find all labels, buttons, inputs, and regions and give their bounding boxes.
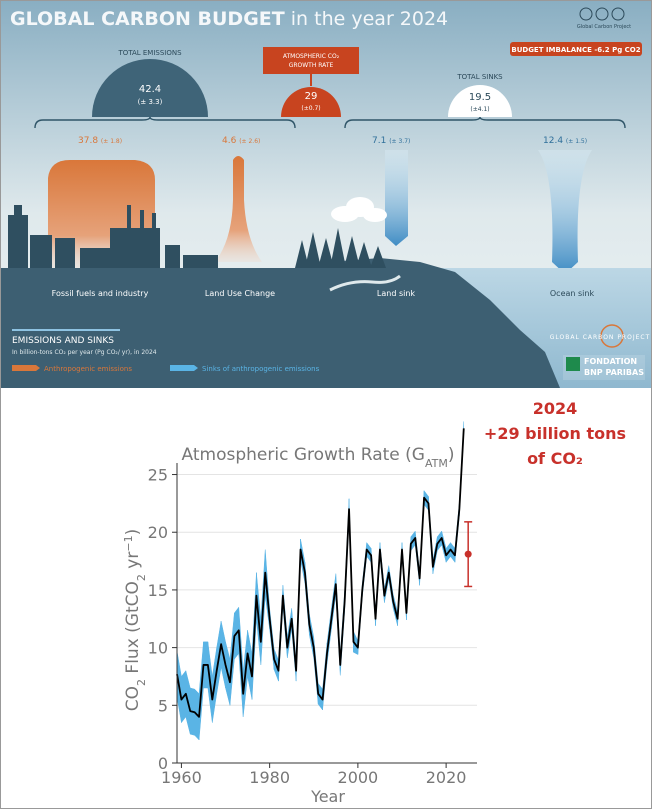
total-emissions-label: TOTAL EMISSIONS	[117, 49, 182, 57]
river	[329, 274, 401, 292]
total-emissions-value: 42.4	[139, 84, 161, 95]
cloud	[331, 197, 387, 222]
title-part: Atmospheric Growth Rate (G	[182, 445, 425, 465]
x-tick-label: 1980	[249, 768, 290, 787]
y-tick-label: 10	[148, 639, 168, 658]
uncertainty: (± 1.5)	[566, 138, 587, 145]
ocean-sink-arrow	[538, 150, 592, 274]
gcp-logo	[600, 324, 624, 348]
label-part: Flux (GtCO	[123, 581, 143, 679]
projection-point	[464, 550, 472, 558]
total-emissions-dome	[92, 59, 208, 117]
brackets	[34, 116, 626, 129]
x-tick-label: 2000	[338, 768, 379, 787]
growth-rate-box	[263, 47, 359, 74]
annotation: of CO₂	[527, 449, 583, 468]
label-part: CO	[123, 686, 143, 711]
land	[0, 258, 560, 388]
flux-value: 4.6 (± 2.6)	[222, 136, 260, 146]
x-axis-label: Year	[310, 787, 345, 806]
value: 12.4	[543, 136, 563, 146]
y-tick-label: 25	[148, 466, 168, 485]
total-emissions-uncertainty: (± 3.3)	[138, 98, 163, 106]
label-sup: −1	[122, 535, 135, 551]
title: GLOBAL CARBON BUDGET in the year 2024	[10, 8, 448, 30]
x-tick-label: 1960	[161, 768, 202, 787]
x-tick-label: 2020	[426, 768, 467, 787]
land-use-plume	[215, 156, 262, 262]
flux-label: Land Use Change	[205, 289, 275, 298]
annotation: 2024	[533, 399, 578, 418]
legend-emissions: Anthropogenic emissions	[44, 365, 132, 373]
forest	[295, 228, 386, 268]
infographic: GLOBAL CARBON BUDGET in the year 2024 Gl…	[0, 0, 652, 388]
growth-rate-dome	[281, 87, 341, 117]
value: 7.1	[372, 136, 386, 146]
land-sink-arrow	[385, 150, 408, 246]
flux-label: Ocean sink	[550, 289, 595, 298]
value: 4.6	[222, 136, 237, 146]
bnp-logo	[566, 357, 580, 371]
total-sinks-dome	[448, 85, 512, 117]
uncertainty: (± 2.6)	[239, 138, 260, 145]
imbalance-box	[510, 42, 642, 56]
flux-label: Land sink	[377, 289, 416, 298]
bnp-name: BNP PARIBAS	[584, 368, 644, 377]
y-tick-label: 15	[148, 581, 168, 600]
bnp-fondation: FONDATION	[584, 357, 637, 366]
series-line	[176, 428, 465, 718]
label-sub: 2	[135, 574, 148, 581]
chart: Atmospheric Growth Rate (GATM) CO2 Flux …	[122, 399, 627, 806]
legend-sinks: Sinks of anthropogenic emissions	[202, 365, 320, 373]
license-icons	[579, 7, 625, 21]
title-bold: GLOBAL CARBON BUDGET	[10, 8, 285, 30]
y-tick-label: 20	[148, 523, 168, 542]
chart-title: Atmospheric Growth Rate (GATM)	[182, 445, 455, 470]
flux-label: Fossil fuels and industry	[52, 289, 149, 298]
value: 37.8	[78, 136, 98, 146]
y-tick-label: 5	[158, 696, 168, 715]
total-sinks-value: 19.5	[469, 92, 491, 103]
credit: Global Carbon Project	[577, 24, 631, 30]
growth-rate-label: ATMOSPHERIC CO₂	[283, 53, 340, 60]
uncertainty: (± 3.7)	[389, 138, 410, 145]
label-part: )	[123, 529, 143, 536]
legend-subtitle: In billion-tons CO₂ per year (Pg CO₂/ yr…	[12, 349, 157, 356]
y-axis-label: CO2 Flux (GtCO2 yr−1)	[122, 529, 148, 711]
flux-value: 37.8 (± 1.8)	[78, 136, 122, 146]
label-part: yr	[123, 552, 143, 574]
gcp-text: GLOBAL CARBON PROJECT	[550, 334, 651, 341]
title-rest: in the year 2024	[291, 8, 448, 30]
budget-imbalance: BUDGET IMBALANCE -6.2 Pg CO2	[511, 46, 640, 54]
uncertainty: (± 1.8)	[101, 138, 122, 145]
flux-value: 12.4 (± 1.5)	[543, 136, 587, 146]
label-sub: 2	[135, 679, 148, 686]
growth-rate-value: 29	[305, 91, 318, 102]
annotation: +29 billion tons	[484, 424, 626, 443]
y-tick-label: 0	[158, 754, 168, 773]
total-sinks-uncertainty: (±4.1)	[470, 106, 489, 113]
legend-swatch	[170, 365, 198, 371]
legend-swatch	[12, 365, 40, 371]
title-subscript: ATM	[425, 457, 448, 470]
city	[8, 205, 218, 268]
growth-rate-uncertainty: (±0.7)	[301, 105, 320, 112]
flux-value: 7.1 (± 3.7)	[372, 136, 410, 146]
legend-title: EMISSIONS AND SINKS	[12, 336, 114, 346]
total-sinks-label: TOTAL SINKS	[456, 73, 503, 81]
growth-rate-label: GROWTH RATE	[289, 62, 334, 69]
title-part: )	[448, 445, 455, 465]
